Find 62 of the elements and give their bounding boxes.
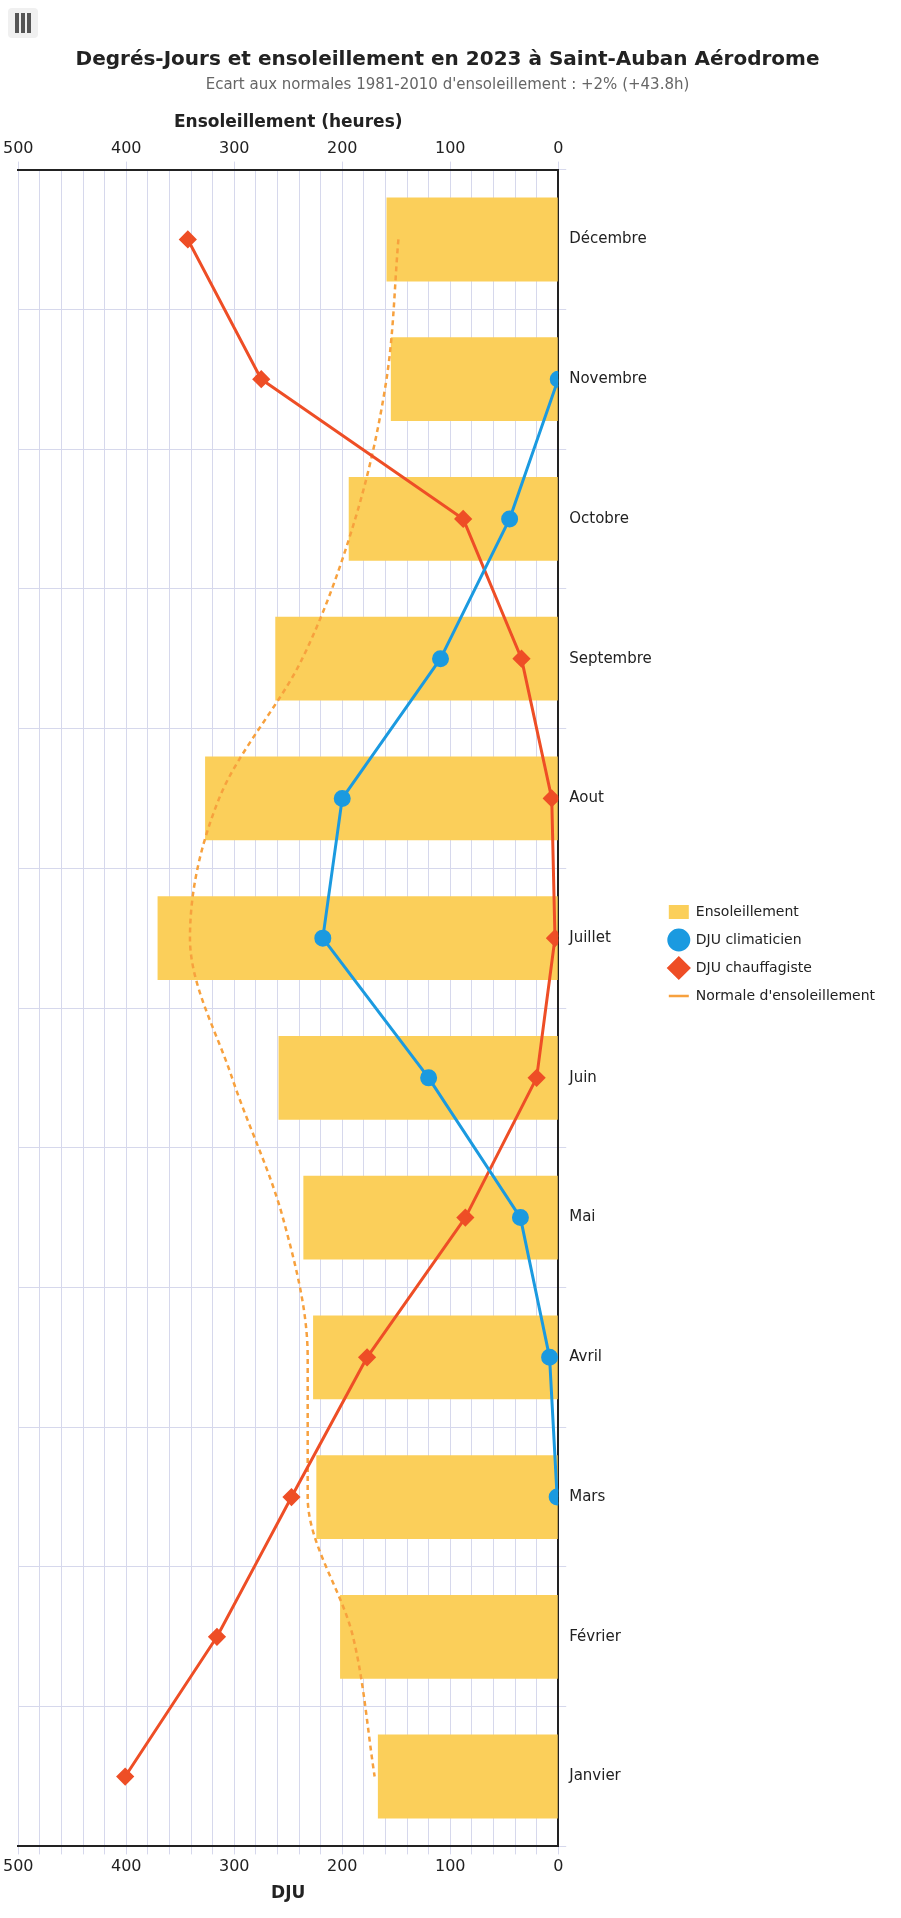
bar xyxy=(278,1035,558,1120)
legend-label: DJU climaticien xyxy=(695,930,802,947)
point xyxy=(252,370,270,388)
bar xyxy=(157,896,558,981)
x2-tick-label: 300 xyxy=(218,138,250,158)
bar xyxy=(316,1455,558,1539)
point xyxy=(314,929,332,947)
legend-label: Ensoleillement xyxy=(695,902,800,919)
point xyxy=(432,650,450,668)
bar xyxy=(275,616,558,701)
point xyxy=(528,1069,546,1087)
bar xyxy=(205,756,558,841)
x-tick-label: 200 xyxy=(326,1856,358,1876)
x2-tick-label: 400 xyxy=(110,138,142,158)
y-tick-label: Juin xyxy=(568,1067,597,1086)
y-tick-label: Février xyxy=(569,1626,622,1645)
point xyxy=(358,1348,376,1366)
bar xyxy=(313,1315,558,1400)
legend-label: Normale d'ensoleillement xyxy=(695,986,876,1003)
y-tick-label: Avril xyxy=(569,1347,602,1366)
point xyxy=(208,1628,226,1646)
point xyxy=(179,230,197,248)
x2-tick-label: 500 xyxy=(3,138,34,158)
x2-axis-title: Ensoleillement (heures) xyxy=(173,110,403,131)
point xyxy=(541,1348,559,1366)
point xyxy=(420,1069,438,1087)
y-tick-label: Novembre xyxy=(569,369,647,388)
y-tick-label: Juillet xyxy=(568,928,611,947)
x-tick-label: 400 xyxy=(110,1856,142,1876)
x2-tick-label: 200 xyxy=(326,138,358,158)
point xyxy=(511,1209,529,1227)
bar xyxy=(390,337,558,422)
point xyxy=(456,1209,474,1227)
chart-subtitle: Ecart aux normales 1981-2010 d'ensoleillement : +2% (+43.8h) xyxy=(205,74,690,93)
bar xyxy=(377,1734,558,1819)
y-tick-label: Décembre xyxy=(569,229,647,248)
x-tick-label: 100 xyxy=(434,1856,466,1876)
bar xyxy=(340,1594,558,1679)
y-tick-label: Mai xyxy=(569,1207,596,1226)
y-tick-label: Septembre xyxy=(569,648,652,667)
y-tick-label: Janvier xyxy=(568,1766,622,1785)
point xyxy=(282,1488,300,1506)
legend-label: DJU chauffagiste xyxy=(695,958,812,975)
bar xyxy=(386,197,558,282)
x-tick-label: 500 xyxy=(3,1856,34,1876)
y-tick-label: Aout xyxy=(569,788,604,807)
point xyxy=(116,1768,134,1786)
point xyxy=(501,510,519,528)
chart-title: Degrés-Jours et ensoleillement en 2023 à Saint-Auban Aérodrome xyxy=(75,46,820,71)
point xyxy=(513,650,531,668)
x-tick-label: 0 xyxy=(553,1856,564,1876)
y-tick-label: Mars xyxy=(569,1486,606,1505)
x-tick-label: 300 xyxy=(218,1856,250,1876)
bar xyxy=(303,1175,558,1260)
bar xyxy=(348,477,558,561)
point xyxy=(454,510,472,528)
x-axis-title: DJU xyxy=(271,1882,306,1903)
y-tick-label: Octobre xyxy=(569,508,629,527)
x2-tick-label: 100 xyxy=(434,138,466,158)
point xyxy=(543,789,559,807)
x2-tick-label: 0 xyxy=(553,138,564,158)
point xyxy=(333,789,351,807)
